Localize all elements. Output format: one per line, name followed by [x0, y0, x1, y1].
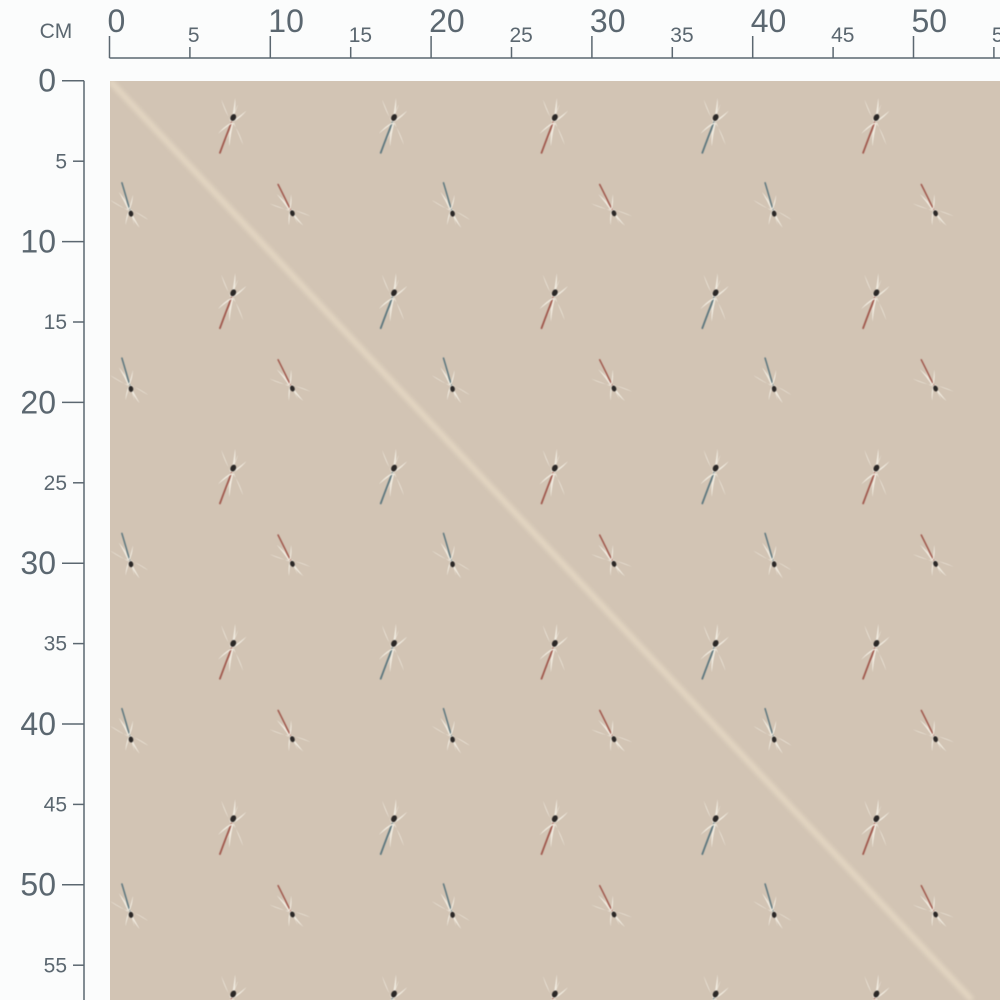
svg-text:45: 45	[44, 794, 67, 817]
svg-text:15: 15	[44, 311, 67, 334]
svg-text:0: 0	[38, 63, 56, 99]
svg-text:30: 30	[590, 3, 626, 39]
svg-text:50: 50	[912, 3, 948, 39]
svg-text:5: 5	[55, 150, 67, 173]
svg-text:20: 20	[429, 3, 465, 39]
svg-text:0: 0	[108, 3, 126, 39]
svg-text:CM: CM	[40, 20, 73, 43]
svg-text:5: 5	[188, 24, 200, 47]
svg-text:55: 55	[44, 954, 67, 977]
svg-text:25: 25	[510, 24, 533, 47]
svg-text:30: 30	[20, 545, 56, 581]
svg-text:45: 45	[831, 24, 854, 47]
svg-text:10: 10	[268, 3, 304, 39]
svg-text:15: 15	[349, 24, 372, 47]
svg-text:25: 25	[44, 472, 67, 495]
svg-text:50: 50	[20, 867, 56, 903]
svg-text:35: 35	[44, 633, 67, 656]
svg-text:10: 10	[20, 224, 56, 260]
svg-text:35: 35	[670, 24, 693, 47]
svg-text:40: 40	[20, 706, 56, 742]
svg-text:20: 20	[20, 384, 56, 420]
svg-text:55: 55	[992, 24, 1000, 47]
svg-text:40: 40	[751, 3, 787, 39]
